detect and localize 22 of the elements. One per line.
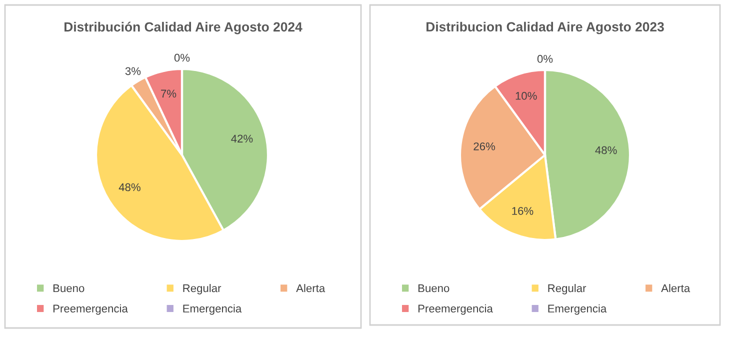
legend-label: Bueno: [53, 284, 84, 292]
legend-label: Emergencia: [183, 304, 242, 315]
legend-label: Regular: [548, 284, 586, 294]
text: 0%: [537, 54, 553, 63]
legend-label: Emergencia: [548, 304, 607, 315]
data-label: 42%: [231, 134, 253, 143]
data-label: 26%: [474, 142, 496, 150]
legend-label: Bueno: [418, 284, 450, 292]
legend-label: Preemergencia: [418, 304, 493, 315]
data-label: 16%: [512, 207, 534, 215]
data-label: 3%: [125, 67, 141, 76]
legend-label: Preemergencia: [53, 304, 128, 315]
data-label: 10%: [516, 92, 537, 100]
legend-label: Alerta: [661, 284, 690, 292]
data-label: 48%: [595, 146, 617, 154]
chart-title: Distribución Calidad Aire Agosto 2024: [64, 22, 302, 34]
legend-label: Alerta: [296, 284, 326, 292]
chart-title: Distribucion Calidad Aire Agosto 2023: [426, 22, 664, 34]
legend-label: Regular: [183, 284, 222, 294]
data-label: 7%: [161, 90, 176, 98]
text: 0%: [174, 54, 190, 62]
data-label: 48%: [118, 183, 140, 192]
